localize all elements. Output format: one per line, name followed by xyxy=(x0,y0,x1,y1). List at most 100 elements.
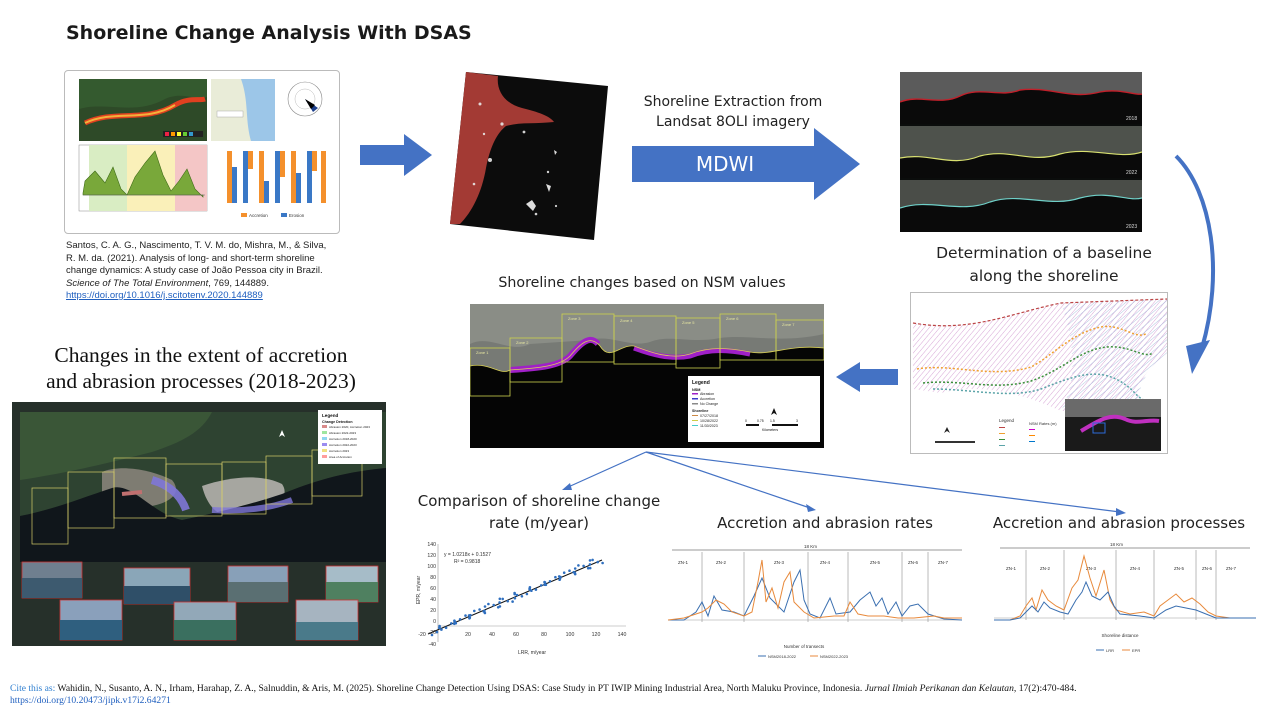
comparison-line: rate (m/year) xyxy=(488,514,590,532)
extent-line: and abrasion processes (2018-2023) xyxy=(46,369,356,393)
scatter-point xyxy=(573,571,577,574)
scatter-point xyxy=(483,609,486,613)
scatter-point xyxy=(525,592,529,596)
scatter-point xyxy=(450,622,453,625)
rates-span: 18 Km xyxy=(804,544,817,549)
scatter-point xyxy=(558,578,561,581)
scatter-point xyxy=(586,566,590,570)
nsm-zone-1: Zone 1 xyxy=(476,350,489,355)
scatter-point xyxy=(544,583,548,587)
scatter-point xyxy=(501,597,504,601)
extent-legend-4: Accretion 2022-2023 xyxy=(329,443,357,447)
scatter-point xyxy=(498,597,502,601)
nsm-legend-accretion: Accretion xyxy=(700,397,715,401)
comparison-label: Comparison of shoreline change rate (m/y… xyxy=(408,490,670,534)
scatter-equation: y = 1.0218x + 0.1527 xyxy=(444,552,491,558)
scatter-point xyxy=(528,587,531,590)
extent-label: Changes in the extent of accretion and a… xyxy=(14,342,388,394)
scatter-point xyxy=(483,611,487,615)
mdwi-label: MDWI xyxy=(695,152,755,176)
reference-figure: Accretion Erosion xyxy=(64,70,340,234)
comparison-line: Comparison of shoreline change xyxy=(417,492,661,510)
rates-zone: ZN-2 xyxy=(716,560,726,565)
scatter-ytick: 80 xyxy=(430,575,436,581)
nsm-legend-date-2: 10/28/2022 xyxy=(700,419,718,423)
ref-journal-rest: , 769, 144889. xyxy=(208,277,269,289)
extent-legend-2: Abrasion 2022-2023 xyxy=(329,431,356,435)
extent-legend-3: Accretion 2018-2020 xyxy=(329,437,357,441)
rates-zone: ZN-6 xyxy=(908,560,918,565)
curved-arrow-icon xyxy=(1174,154,1216,374)
baseline-map: Legend NSM Rates (m) xyxy=(910,292,1168,454)
scatter-point xyxy=(591,558,594,562)
ref-journal: Science of The Total Environment xyxy=(66,277,209,289)
nsm-zone-4: Zone 4 xyxy=(620,318,633,323)
processes-label: Accretion and abrasion processes xyxy=(992,514,1246,532)
scatter-point xyxy=(588,559,592,562)
scatter-point xyxy=(568,569,571,572)
scatter-point xyxy=(513,591,516,595)
scatter-ytick: 40 xyxy=(430,597,436,603)
nsm-map: Zone 1 Zone 2 Zone 3 Zone 4 Zone 5 Zone … xyxy=(469,304,825,448)
scatter-point xyxy=(559,575,562,579)
scatter-point xyxy=(534,588,538,591)
ref-line: Santos, C. A. G., Nascimento, T. V. M. d… xyxy=(66,240,327,251)
scatter-xtick: 40 xyxy=(489,632,495,638)
baseline-nsm-rates: NSM Rates (m) xyxy=(1029,421,1057,426)
extent-legend-group: Change Detection xyxy=(322,420,353,424)
year-2022: 2022 xyxy=(1126,170,1137,176)
extent-legend-1: Abrasion 2020, Accretion 2023 xyxy=(329,425,370,429)
nsm-legend-nsm: NSM xyxy=(692,388,700,392)
baseline-line: Determination of a baseline xyxy=(936,244,1152,262)
scatter-point xyxy=(582,564,585,568)
processes-zone: ZN-1 xyxy=(1006,566,1016,571)
scatter-point xyxy=(548,580,552,583)
nsm-scale-units: Kilometers xyxy=(762,428,778,432)
scatter-point xyxy=(492,603,495,607)
citation-journal: Jurnal Ilmiah Perikanan dan Kelautan, xyxy=(864,683,1017,694)
reference-doi-link[interactable]: https://doi.org/10.1016/j.scitotenv.2020… xyxy=(66,290,263,301)
scatter-point xyxy=(478,608,481,611)
citation-text: Wahidin, N., Susanto, A. N., Irham, Hara… xyxy=(55,683,865,694)
scatter-point xyxy=(468,617,471,620)
processes-zone: ZN-7 xyxy=(1226,566,1236,571)
scatter-point xyxy=(469,613,472,617)
citation-lead: Cite this as: xyxy=(10,683,56,694)
scatter-point xyxy=(487,602,490,606)
scatter-xtick: 20 xyxy=(465,632,471,638)
nsm-legend-title: Legend xyxy=(692,380,710,386)
mdwi-arrow: MDWI xyxy=(632,128,862,200)
scatter-point xyxy=(440,628,443,631)
citation-doi-link[interactable]: https://doi.org/10.20473/jipk.v17i2.6427… xyxy=(10,695,171,706)
reference-citation: Santos, C. A. G., Nascimento, T. V. M. d… xyxy=(66,240,366,303)
baseline-legend: Legend xyxy=(999,418,1015,423)
processes-xlabel: Shoreline distance xyxy=(1101,633,1139,638)
processes-zone: ZN-5 xyxy=(1174,566,1184,571)
nsm-legend-abrasion: Abrasion xyxy=(700,392,714,396)
arrow-right-icon xyxy=(360,134,432,176)
processes-zone: ZN-6 xyxy=(1202,566,1212,571)
scatter-point xyxy=(573,567,577,570)
scatter-ytick: 140 xyxy=(427,542,436,548)
scatter-point xyxy=(430,633,434,637)
rates-zone: ZN-4 xyxy=(820,560,830,565)
scatter-point xyxy=(530,589,533,592)
rates-xlabel: Number of transects xyxy=(784,644,825,649)
year-2018: 2018 xyxy=(1126,116,1137,122)
processes-zone: ZN-2 xyxy=(1040,566,1050,571)
scatter-r2: R² = 0.9818 xyxy=(454,559,480,565)
scatter-point xyxy=(473,609,476,613)
processes-span: 18 Km xyxy=(1110,542,1123,547)
nsm-zone-5: Zone 5 xyxy=(682,320,695,325)
extent-legend-title: Legend xyxy=(322,413,339,418)
scatter-xtick: 60 xyxy=(513,632,519,638)
processes-legend-2: EPR xyxy=(1132,648,1140,653)
scatter-point xyxy=(588,563,592,566)
scatter-point xyxy=(513,596,517,600)
nsm-scale-3: 3 xyxy=(796,419,798,423)
nsm-label: Shoreline changes based on NSM values xyxy=(498,275,786,291)
scatter-point xyxy=(543,581,547,584)
rates-zone: ZN-1 xyxy=(678,560,688,565)
scatter-xlabel: LRR, m/year xyxy=(518,650,546,656)
scatter-point xyxy=(601,561,604,565)
